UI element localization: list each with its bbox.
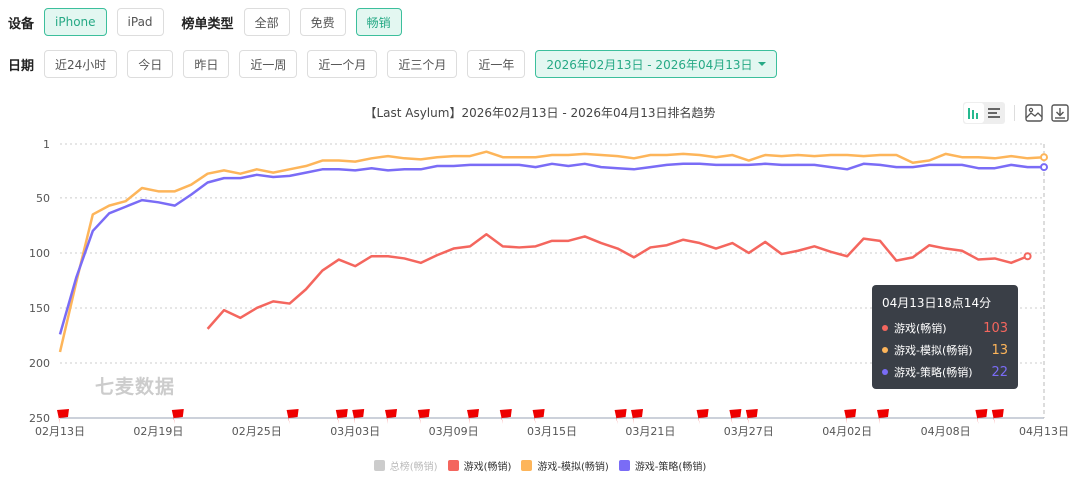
watermark: 七麦数据 xyxy=(95,376,176,398)
tooltip-title: 04月13日18点14分 xyxy=(882,296,992,310)
series-dot-icon xyxy=(882,369,888,375)
chart-legend: 总榜(畅销) 游戏(畅销) 游戏-模拟(畅销) 游戏-策略(畅销) xyxy=(0,458,1080,473)
date-range-value: 2026年02月13日 - 2026年04月13日 xyxy=(546,57,753,72)
tooltip-row: 游戏-策略(畅销) 22 xyxy=(882,361,1008,383)
device-ipad-button[interactable]: iPad xyxy=(116,8,164,36)
tooltip-row: 游戏(畅销) 103 xyxy=(882,317,1008,339)
svg-text:04月02日: 04月02日 xyxy=(822,425,872,438)
legend-item-strategy[interactable]: 游戏-策略(畅销) xyxy=(618,458,707,473)
chart-type-grossing-button[interactable]: 畅销 xyxy=(355,8,402,36)
legend-item-overall[interactable]: 总榜(畅销) xyxy=(373,458,438,473)
tooltip-series-name: 游戏(畅销) xyxy=(894,322,947,335)
svg-text:04月13日: 04月13日 xyxy=(1019,425,1069,438)
date-month-button[interactable]: 近一个月 xyxy=(307,50,378,78)
chart-title: 【Last Asylum】2026年02月13日 - 2026年04月13日排名… xyxy=(364,106,716,120)
tooltip-row: 游戏-模拟(畅销) 13 xyxy=(882,339,1008,361)
bar-chart-icon[interactable] xyxy=(964,103,984,123)
chart-toolbar xyxy=(963,102,1076,124)
tooltip-series-value: 103 xyxy=(983,320,1008,336)
date-week-button[interactable]: 近一周 xyxy=(239,50,298,78)
device-label: 设备 xyxy=(8,16,35,32)
svg-text:250: 250 xyxy=(29,412,50,425)
date-year-button[interactable]: 近一年 xyxy=(467,50,526,78)
date-3month-button[interactable]: 近三个月 xyxy=(387,50,458,78)
svg-text:04月08日: 04月08日 xyxy=(921,425,971,438)
chart-type-free-button[interactable]: 免费 xyxy=(299,8,346,36)
list-icon[interactable] xyxy=(984,103,1004,123)
legend-swatch-icon xyxy=(521,460,533,471)
legend-label: 总榜(畅销) xyxy=(389,462,438,473)
legend-swatch-icon xyxy=(618,460,630,471)
svg-text:1: 1 xyxy=(43,138,50,151)
tooltip-series-value: 22 xyxy=(991,364,1008,380)
legend-swatch-icon xyxy=(447,460,459,471)
chart-tooltip: 04月13日18点14分 游戏(畅销) 103 游戏-模拟(畅销) 13 游戏-策略… xyxy=(872,285,1018,389)
caret-down-icon xyxy=(757,62,766,66)
legend-label: 游戏-模拟(畅销) xyxy=(537,462,609,473)
tooltip-series-name: 游戏-模拟(畅销) xyxy=(894,344,973,357)
image-download-icon[interactable] xyxy=(1024,103,1044,123)
svg-text:150: 150 xyxy=(29,302,50,315)
legend-item-simulation[interactable]: 游戏-模拟(畅销) xyxy=(521,458,609,473)
svg-text:02月25日: 02月25日 xyxy=(232,425,282,438)
chart-view-toggle xyxy=(963,102,1005,124)
date-yesterday-button[interactable]: 昨日 xyxy=(183,50,230,78)
legend-label: 游戏-策略(畅销) xyxy=(634,462,707,473)
download-icon[interactable] xyxy=(1050,103,1070,123)
legend-label: 游戏(畅销) xyxy=(463,462,512,473)
svg-text:03月03日: 03月03日 xyxy=(330,425,380,438)
legend-swatch-icon xyxy=(373,460,385,471)
svg-text:200: 200 xyxy=(29,357,50,370)
svg-text:100: 100 xyxy=(29,247,50,260)
filter-row-device: 设备 iPhone iPad 榜单类型 全部 免费 畅销 xyxy=(8,8,412,36)
series-dot-icon xyxy=(882,347,888,353)
svg-text:03月27日: 03月27日 xyxy=(724,425,774,438)
date-today-button[interactable]: 今日 xyxy=(127,50,174,78)
series-dot-icon xyxy=(882,325,888,331)
svg-text:02月19日: 02月19日 xyxy=(133,425,183,438)
filter-row-date: 日期 近24小时 今日 昨日 近一周 近一个月 近三个月 近一年 2026年02… xyxy=(8,50,787,78)
device-iphone-button[interactable]: iPhone xyxy=(44,8,107,36)
date-label: 日期 xyxy=(8,58,35,74)
svg-text:03月15日: 03月15日 xyxy=(527,425,577,438)
divider xyxy=(1014,105,1015,121)
chart-type-all-button[interactable]: 全部 xyxy=(243,8,290,36)
chart-type-label: 榜单类型 xyxy=(181,16,234,32)
tooltip-series-value: 13 xyxy=(991,342,1008,358)
legend-item-games[interactable]: 游戏(畅销) xyxy=(447,458,512,473)
svg-text:50: 50 xyxy=(36,192,50,205)
date-24h-button[interactable]: 近24小时 xyxy=(44,50,118,78)
svg-text:03月09日: 03月09日 xyxy=(429,425,479,438)
date-range-picker[interactable]: 2026年02月13日 - 2026年04月13日 xyxy=(535,50,777,78)
svg-text:02月13日: 02月13日 xyxy=(35,425,85,438)
svg-text:03月21日: 03月21日 xyxy=(625,425,675,438)
tooltip-series-name: 游戏-策略(畅销) xyxy=(894,366,973,379)
